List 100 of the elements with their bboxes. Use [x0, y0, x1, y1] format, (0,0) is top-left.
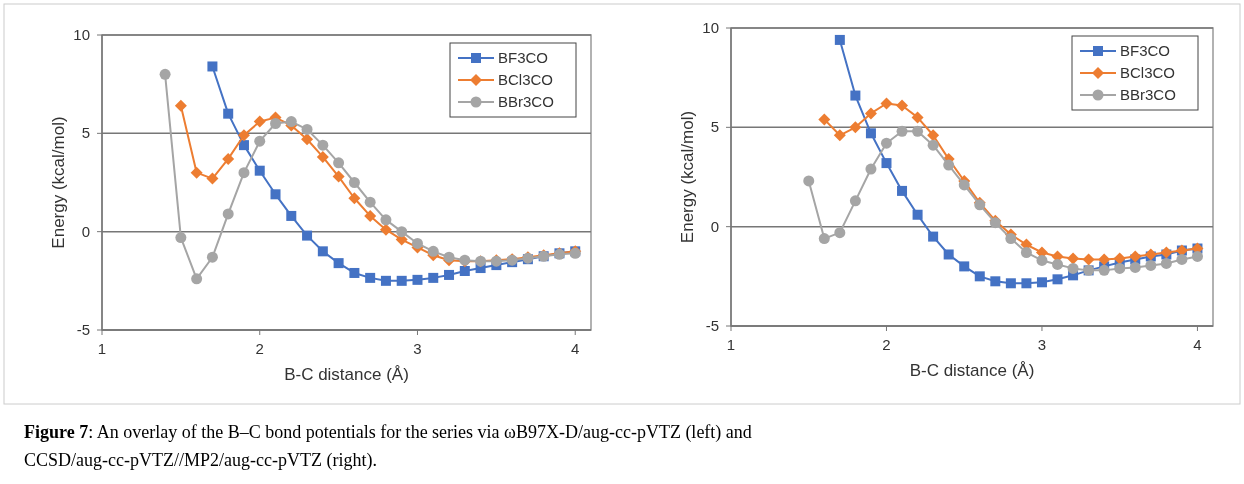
point: [1005, 278, 1016, 289]
legend-label: BF3CO: [498, 49, 549, 66]
point: [943, 249, 954, 260]
point: [317, 139, 329, 151]
point: [237, 129, 250, 142]
y-axis-title: Energy (kcal/mol): [678, 110, 697, 244]
point: [428, 272, 439, 283]
legend-label: BBr3CO: [498, 93, 554, 110]
point: [222, 152, 235, 165]
y-tick-label: -5: [76, 321, 90, 338]
point: [958, 179, 970, 191]
point: [332, 170, 345, 183]
x-tick-label: 4: [1193, 336, 1202, 353]
point: [1176, 253, 1188, 265]
legend-label: BBr3CO: [1120, 86, 1176, 103]
point: [238, 167, 250, 179]
x-tick-label: 2: [882, 336, 891, 353]
point: [850, 90, 861, 101]
point: [427, 245, 439, 257]
point: [411, 237, 423, 249]
point: [959, 261, 970, 272]
point: [849, 195, 861, 207]
y-tick-label: 5: [710, 118, 719, 136]
point: [912, 209, 923, 220]
x-tick-label: 3: [413, 340, 422, 357]
point: [1114, 262, 1126, 274]
point: [301, 133, 314, 146]
point: [833, 129, 846, 142]
point: [159, 68, 171, 80]
point: [174, 99, 187, 112]
point: [317, 246, 328, 257]
point: [974, 271, 985, 282]
point: [1067, 252, 1080, 265]
point: [1098, 264, 1110, 276]
x-tick-label: 2: [255, 340, 264, 357]
point: [412, 274, 423, 285]
point: [191, 273, 203, 285]
point: [1145, 259, 1157, 271]
point: [928, 231, 939, 242]
point: [254, 135, 266, 147]
point: [459, 266, 470, 276]
point: [190, 166, 203, 179]
point: [286, 210, 297, 221]
point: [818, 233, 830, 245]
point: [1036, 254, 1048, 266]
legend-label: BCl3CO: [498, 71, 554, 88]
point: [1113, 252, 1126, 265]
point: [444, 269, 455, 280]
x-axis-title: B-C distance (Å): [909, 361, 1035, 380]
point: [1036, 277, 1047, 288]
point: [927, 139, 939, 151]
point: [990, 276, 1001, 287]
y-tick-label: 10: [702, 19, 719, 36]
point: [396, 226, 408, 238]
point: [881, 158, 892, 169]
point: [1052, 258, 1064, 270]
y-tick-label: 0: [710, 217, 719, 235]
point: [175, 232, 187, 244]
point: [1082, 253, 1095, 266]
y-tick-label: 5: [81, 124, 90, 142]
point: [1020, 246, 1032, 258]
point: [270, 189, 281, 200]
point: [254, 165, 265, 176]
point: [1129, 261, 1141, 273]
point: [285, 116, 297, 128]
point: [301, 123, 313, 135]
point: [864, 107, 877, 120]
point: [396, 275, 407, 286]
point: [834, 227, 846, 239]
y-axis-title: Energy (kcal/mol): [49, 116, 68, 249]
x-tick-label: 4: [571, 340, 580, 357]
point: [911, 111, 924, 124]
point: [364, 209, 377, 222]
point: [1005, 233, 1017, 245]
point: [1067, 262, 1079, 274]
y-tick-label: -5: [705, 317, 719, 334]
point: [333, 258, 344, 269]
point: [897, 185, 908, 196]
point: [333, 157, 345, 169]
x-tick-label: 3: [1037, 336, 1047, 353]
point: [443, 251, 455, 263]
point: [207, 61, 218, 72]
point: [912, 125, 924, 137]
point: [206, 251, 218, 263]
point: [380, 214, 392, 226]
y-tick-label: 10: [73, 26, 90, 43]
x-axis-title: B-C distance (Å): [284, 365, 409, 384]
point: [818, 113, 831, 126]
point: [1160, 257, 1172, 269]
point: [348, 192, 361, 205]
point: [896, 99, 909, 112]
point: [865, 163, 877, 175]
point: [943, 159, 955, 171]
point: [1021, 278, 1032, 289]
point: [364, 196, 376, 208]
point: [365, 272, 376, 283]
point: [849, 121, 862, 134]
point: [803, 175, 815, 187]
point: [316, 150, 329, 163]
point: [223, 108, 234, 119]
